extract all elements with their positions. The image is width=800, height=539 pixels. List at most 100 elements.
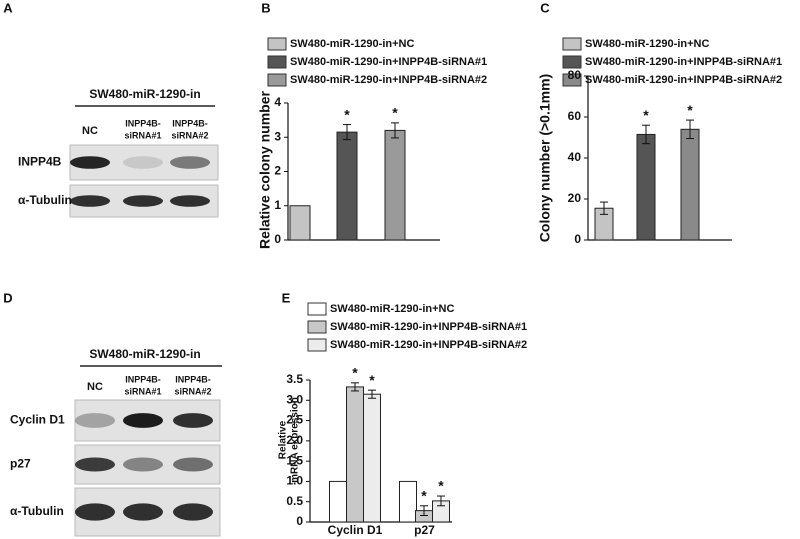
significance-mark: * [438, 478, 444, 494]
y-axis-label: mRNA expression [290, 397, 301, 483]
y-tick-label: 3 [274, 129, 281, 143]
y-tick-label: 0 [274, 232, 281, 246]
y-axis-label: Colony number (>0.1mm) [537, 74, 553, 242]
legend-label: SW480-miR-1290-in+INPP4B-siRNA#1 [290, 56, 487, 68]
error-bar [437, 495, 445, 507]
blot-band [123, 503, 163, 521]
legend-swatch [562, 73, 582, 87]
y-tick-label: 1.0 [286, 474, 303, 488]
y-tick-label: 40 [568, 150, 582, 164]
bar [363, 393, 381, 523]
lane-label: siRNA#2 [171, 130, 208, 140]
legend-swatch [307, 320, 327, 334]
blot-band [123, 457, 163, 472]
y-tick-label: 3.0 [286, 392, 303, 406]
blot-row-label: INPP4B [18, 155, 62, 169]
blot-band [123, 413, 163, 428]
error-bar [351, 382, 359, 392]
blot-band [173, 413, 213, 428]
legend-label: SW480-miR-1290-in+NC [290, 38, 414, 50]
bar [336, 131, 358, 241]
lane-label: INPP4B- [172, 118, 208, 128]
lane-label: siRNA#1 [124, 386, 161, 396]
lane-label: NC [87, 381, 103, 393]
bar [289, 205, 311, 241]
panel-letter: B [261, 0, 270, 15]
y-tick-label: 60 [568, 109, 582, 123]
y-axis-label: Relative [278, 420, 289, 459]
lane-label: NC [82, 125, 98, 137]
legend-swatch [307, 302, 327, 316]
y-tick-label: 2.0 [286, 433, 303, 447]
x-tick-label: Cyclin D1 [328, 523, 383, 537]
blot-header: SW480-miR-1290-in [89, 347, 200, 361]
lane-label: INPP4B- [125, 374, 161, 384]
significance-mark: * [369, 372, 375, 388]
blot-band [70, 156, 110, 169]
error-bar [686, 119, 694, 140]
blot-band [123, 156, 163, 169]
y-tick-label: 0 [296, 514, 303, 528]
y-tick-label: 4 [274, 95, 281, 109]
y-tick-label: 0.5 [286, 494, 303, 508]
error-bar [391, 122, 399, 139]
panel-letter: C [540, 0, 550, 15]
blot-band [123, 195, 163, 207]
panel-letter: E [282, 290, 291, 305]
legend-swatch [267, 73, 287, 87]
bar [346, 386, 364, 523]
blot-band [75, 413, 115, 428]
bar [384, 129, 406, 241]
panel-letter: D [3, 290, 12, 305]
blot-band [170, 156, 210, 169]
y-tick-label: 2 [274, 164, 281, 178]
legend-label: SW480-miR-1290-in+NC [585, 38, 709, 50]
legend-label: SW480-miR-1290-in+INPP4B-siRNA#1 [330, 321, 527, 333]
y-tick-label: 2.5 [286, 413, 303, 427]
y-tick-label: 3.5 [286, 372, 303, 386]
legend-label: SW480-miR-1290-in+INPP4B-siRNA#2 [290, 74, 487, 86]
y-axis-label: Relative colony number [257, 90, 273, 248]
error-bar [420, 505, 428, 517]
legend-swatch [307, 338, 327, 352]
error-bar [642, 124, 650, 145]
legend-label: SW480-miR-1290-in+INPP4B-siRNA#1 [585, 56, 782, 68]
significance-mark: * [344, 106, 350, 122]
error-bar [343, 124, 351, 141]
legend-label: SW480-miR-1290-in+NC [330, 303, 454, 315]
blot-row-label: p27 [10, 457, 31, 471]
legend-swatch [562, 37, 582, 51]
lane-label: siRNA#2 [174, 386, 211, 396]
bar [680, 128, 700, 241]
significance-mark: * [421, 487, 427, 503]
blot-row-label: Cyclin D1 [10, 413, 65, 427]
legend-label: SW480-miR-1290-in+INPP4B-siRNA#2 [330, 339, 527, 351]
lane-label: siRNA#1 [124, 130, 161, 140]
legend-swatch [267, 55, 287, 69]
lane-label: INPP4B- [175, 374, 211, 384]
panel-letter: A [3, 0, 13, 15]
y-tick-label: 1.5 [286, 453, 303, 467]
blot-band [173, 503, 213, 521]
error-bar [600, 201, 608, 215]
bar [329, 480, 347, 523]
lane-label: INPP4B- [125, 118, 161, 128]
legend-label: SW480-miR-1290-in+INPP4B-siRNA#2 [585, 74, 782, 86]
y-tick-label: 20 [568, 191, 582, 205]
bar [399, 480, 417, 523]
legend-swatch [562, 55, 582, 69]
significance-mark: * [392, 105, 398, 121]
bar [636, 133, 656, 241]
significance-mark: * [352, 365, 358, 381]
blot-band [173, 457, 213, 472]
y-tick-label: 1 [274, 198, 281, 212]
blot-band [170, 195, 210, 207]
blot-row-label: α-Tubulin [18, 193, 72, 207]
blot-row-label: α-Tubulin [10, 504, 64, 518]
significance-mark: * [643, 107, 649, 123]
y-tick-label: 0 [574, 232, 581, 246]
error-bar [368, 389, 376, 399]
legend-swatch [267, 37, 287, 51]
blot-band [75, 457, 115, 472]
